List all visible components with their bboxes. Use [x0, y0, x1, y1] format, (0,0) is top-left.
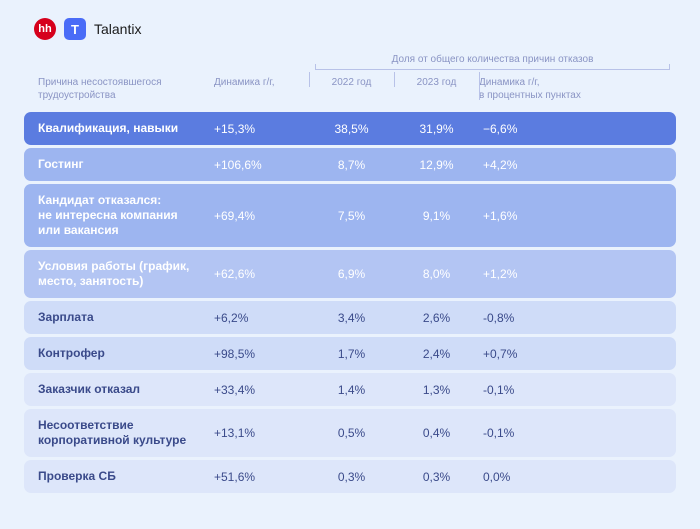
talantix-logo-icon: T — [64, 18, 86, 40]
dynamics-value: +51,6% — [214, 470, 309, 484]
hh-logo-icon: hh — [34, 18, 56, 40]
value-2022: 8,7% — [309, 158, 394, 172]
value-2022: 1,7% — [309, 347, 394, 361]
dynamics-pp-value: +0,7% — [479, 347, 676, 361]
dynamics-value: +6,2% — [214, 311, 309, 325]
value-2023: 0,3% — [394, 470, 479, 484]
table-row: Гостинг+106,6%8,7%12,9%+4,2% — [24, 148, 676, 181]
reason-label: Заказчик отказал — [24, 382, 214, 397]
reason-label: Зарплата — [24, 310, 214, 325]
value-2023: 2,4% — [394, 347, 479, 361]
col-2023: 2023 год — [394, 76, 479, 89]
dynamics-pp-value: -0,8% — [479, 311, 676, 325]
value-2022: 0,5% — [309, 426, 394, 440]
table-row: Заказчик отказал+33,4%1,4%1,3%-0,1% — [24, 373, 676, 406]
value-2023: 9,1% — [394, 209, 479, 223]
dynamics-pp-value: -0,1% — [479, 383, 676, 397]
value-2022: 3,4% — [309, 311, 394, 325]
value-2023: 8,0% — [394, 267, 479, 281]
share-header: Доля от общего количества причин отказов — [309, 54, 676, 68]
brand-name: Talantix — [94, 21, 141, 37]
reason-label: Квалификация, навыки — [24, 121, 214, 136]
column-headers: Причина несостоявшегося трудоустройства … — [24, 70, 676, 112]
value-2023: 12,9% — [394, 158, 479, 172]
value-2023: 2,6% — [394, 311, 479, 325]
col-dyn-pp: Динамика г/г,в процентных пунктах — [479, 76, 676, 102]
value-2022: 0,3% — [309, 470, 394, 484]
col-2022: 2022 год — [309, 76, 394, 89]
reason-label: Условия работы (график,место, занятость) — [24, 259, 214, 289]
table-row: Квалификация, навыки+15,3%38,5%31,9%−6,6… — [24, 112, 676, 145]
dynamics-value: +62,6% — [214, 267, 309, 281]
dynamics-pp-value: −6,6% — [479, 122, 676, 136]
dynamics-value: +15,3% — [214, 122, 309, 136]
table-row: Зарплата+6,2%3,4%2,6%-0,8% — [24, 301, 676, 334]
value-2023: 1,3% — [394, 383, 479, 397]
brand-logos: hh T Talantix — [24, 18, 676, 40]
table-row: Кандидат отказался:не интересна компания… — [24, 184, 676, 247]
dynamics-pp-value: +4,2% — [479, 158, 676, 172]
value-2023: 31,9% — [394, 122, 479, 136]
dynamics-value: +13,1% — [214, 426, 309, 440]
value-2022: 38,5% — [309, 122, 394, 136]
value-2023: 0,4% — [394, 426, 479, 440]
value-2022: 1,4% — [309, 383, 394, 397]
dynamics-pp-value: 0,0% — [479, 470, 676, 484]
reason-label: Несоответствиекорпоративной культуре — [24, 418, 214, 448]
dynamics-pp-value: -0,1% — [479, 426, 676, 440]
col-reason: Причина несостоявшегося трудоустройства — [24, 76, 214, 102]
reason-label: Проверка СБ — [24, 469, 214, 484]
table-row: Контрофер+98,5%1,7%2,4%+0,7% — [24, 337, 676, 370]
table-row: Проверка СБ+51,6%0,3%0,3%0,0% — [24, 460, 676, 493]
table-row: Условия работы (график,место, занятость)… — [24, 250, 676, 298]
col-dynamics: Динамика г/г, — [214, 76, 309, 89]
value-2022: 7,5% — [309, 209, 394, 223]
reason-label: Кандидат отказался:не интересна компания… — [24, 193, 214, 238]
dynamics-value: +106,6% — [214, 158, 309, 172]
reason-label: Гостинг — [24, 157, 214, 172]
dynamics-value: +98,5% — [214, 347, 309, 361]
table-super-header: Доля от общего количества причин отказов — [24, 54, 676, 68]
table-rows: Квалификация, навыки+15,3%38,5%31,9%−6,6… — [24, 112, 676, 493]
dynamics-value: +69,4% — [214, 209, 309, 223]
dynamics-value: +33,4% — [214, 383, 309, 397]
dynamics-pp-value: +1,6% — [479, 209, 676, 223]
dynamics-pp-value: +1,2% — [479, 267, 676, 281]
value-2022: 6,9% — [309, 267, 394, 281]
table-row: Несоответствиекорпоративной культуре+13,… — [24, 409, 676, 457]
reason-label: Контрофер — [24, 346, 214, 361]
